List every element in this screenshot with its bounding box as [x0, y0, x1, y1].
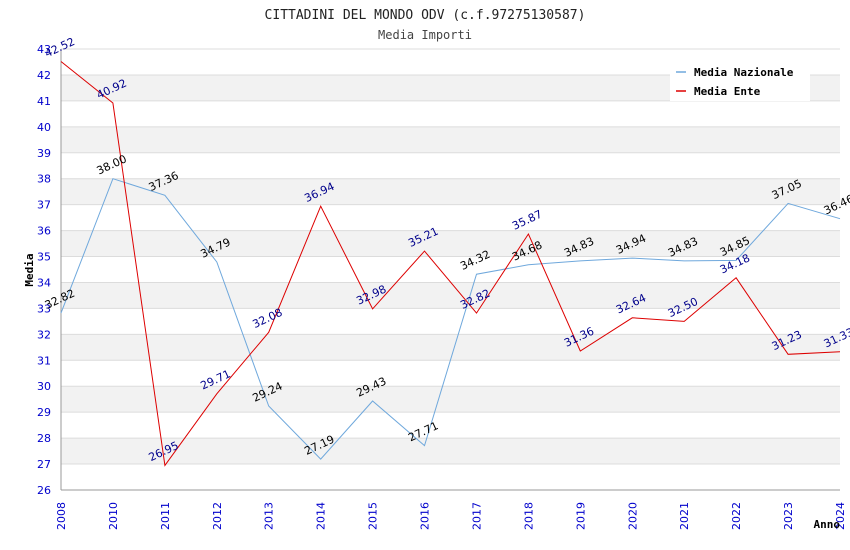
y-axis-title: Media [23, 253, 36, 286]
x-axis-title: Anno [814, 518, 841, 531]
x-tick-label: 2010 [107, 502, 120, 530]
x-tick-label: 2013 [263, 502, 276, 530]
x-tick-label: 2008 [55, 502, 68, 530]
axes [60, 49, 840, 491]
legend-label: Media Nazionale [694, 66, 794, 79]
y-tick-label: 39 [37, 147, 51, 160]
data-label: 42.52 [43, 35, 77, 60]
y-tick-label: 37 [37, 199, 51, 212]
plot-bands [61, 74, 840, 465]
legend-box [670, 60, 810, 101]
x-axis-ticks: 2008 2010 2011 2012 2013 2014 2015 2016 2017 2018… [55, 502, 847, 530]
y-tick-label: 42 [37, 69, 51, 82]
y-tick-label: 41 [37, 95, 51, 108]
grid-band [61, 230, 840, 257]
y-tick-label: 30 [37, 380, 51, 393]
grid-band [61, 438, 840, 465]
y-tick-label: 43 [37, 43, 51, 56]
chart-subtitle: Media Importi [378, 28, 472, 42]
legend-label: Media Ente [694, 85, 761, 98]
data-label: 32.08 [251, 306, 285, 331]
y-tick-label: 31 [37, 354, 51, 367]
x-tick-label: 2011 [159, 502, 172, 530]
x-tick-label: 2024 [834, 502, 847, 530]
grid-band [61, 386, 840, 413]
series-line-0 [60, 178, 841, 460]
grid-band [61, 178, 840, 205]
y-tick-label: 38 [37, 173, 51, 186]
data-label: 38.00 [95, 152, 129, 177]
chart-title: CITTADINI DEL MONDO ODV (c.f.97275130587… [265, 8, 586, 23]
grid-band [61, 334, 840, 361]
y-tick-label: 40 [37, 121, 51, 134]
x-tick-label: 2014 [315, 502, 328, 530]
x-tick-label: 2017 [470, 502, 483, 530]
x-tick-label: 2020 [626, 502, 639, 530]
y-tick-label: 28 [37, 432, 51, 445]
series-line-1 [60, 61, 841, 467]
y-tick-label: 35 [37, 251, 51, 264]
x-tick-label: 2016 [419, 502, 432, 530]
x-tick-label: 2015 [367, 502, 380, 530]
grid-band [61, 126, 840, 153]
grid-band [61, 282, 840, 309]
series-lines [60, 61, 841, 467]
y-tick-label: 33 [37, 302, 51, 315]
x-tick-label: 2022 [730, 502, 743, 530]
x-tick-label: 2018 [522, 502, 535, 530]
y-axis-ticks: 26 27 28 29 30 31 32 33 34 35 36 37 38 39 40 41 42 43 [37, 43, 51, 497]
data-label: 35.87 [510, 208, 544, 233]
y-tick-label: 34 [37, 276, 51, 289]
legend: Media Nazionale Media Ente [670, 60, 810, 101]
x-tick-label: 2021 [678, 502, 691, 530]
x-tick-label: 2012 [211, 502, 224, 530]
y-tick-label: 36 [37, 225, 51, 238]
y-tick-label: 29 [37, 406, 51, 419]
y-tick-label: 32 [37, 328, 51, 341]
x-tick-label: 2023 [782, 502, 795, 530]
y-tick-label: 26 [37, 484, 51, 497]
x-tick-label: 2019 [574, 502, 587, 530]
y-tick-label: 27 [37, 458, 51, 471]
